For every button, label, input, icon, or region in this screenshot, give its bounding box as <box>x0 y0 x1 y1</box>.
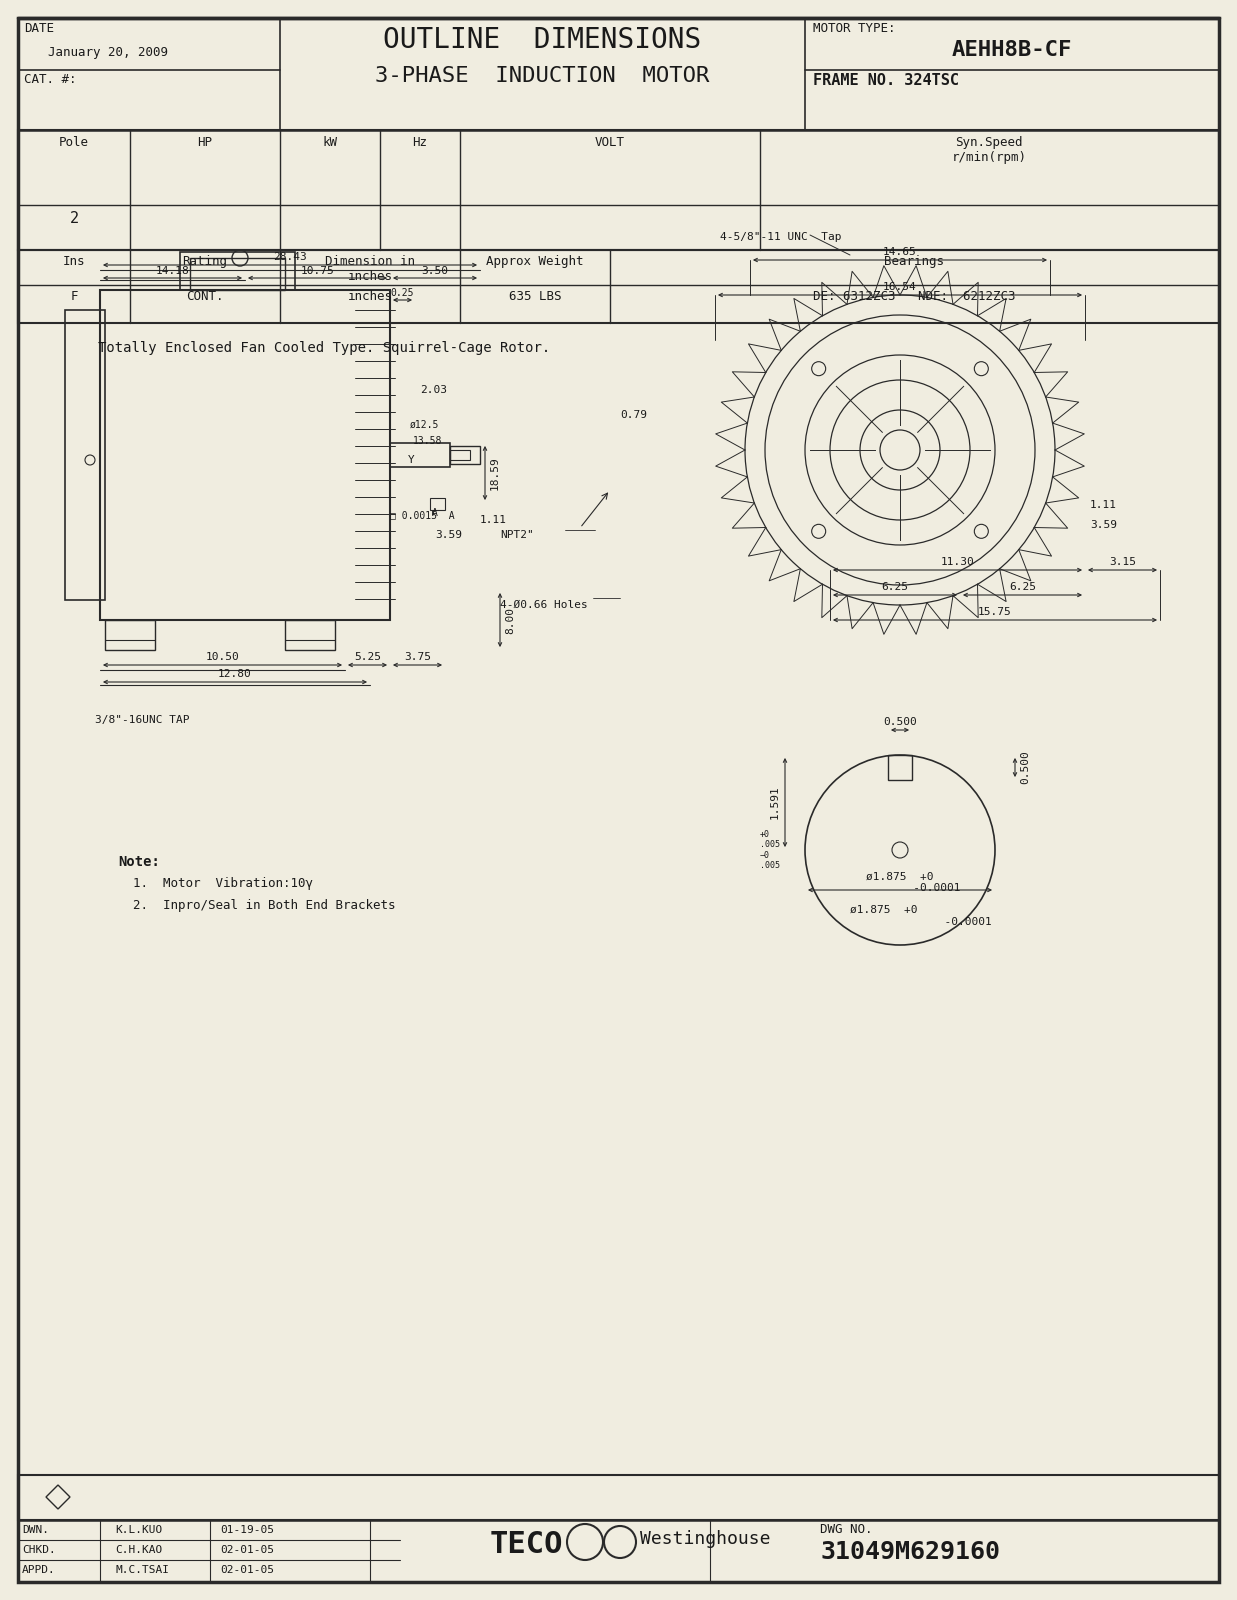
Bar <box>190 258 285 290</box>
Text: 0.500: 0.500 <box>1021 750 1030 784</box>
Text: 0.25: 0.25 <box>391 288 414 298</box>
Text: Y: Y <box>408 454 414 466</box>
Text: 4-5/8"-11 UNC  Tap: 4-5/8"-11 UNC Tap <box>720 232 841 242</box>
Text: A: A <box>432 509 438 518</box>
Text: Dimension in
inches: Dimension in inches <box>325 254 414 283</box>
Text: January 20, 2009: January 20, 2009 <box>48 46 168 59</box>
Text: VOLT: VOLT <box>595 136 625 149</box>
Text: □ 0.0015  A: □ 0.0015 A <box>390 510 455 520</box>
Text: 3.75: 3.75 <box>404 653 430 662</box>
Text: 3-PHASE  INDUCTION  MOTOR: 3-PHASE INDUCTION MOTOR <box>375 66 709 86</box>
Text: Rating: Rating <box>183 254 228 267</box>
Bar <box>181 251 294 290</box>
Text: MOTOR TYPE:: MOTOR TYPE: <box>813 22 896 35</box>
Text: 8.00: 8.00 <box>505 606 515 634</box>
Text: NPT2": NPT2" <box>500 530 533 541</box>
Text: K.L.KUO: K.L.KUO <box>115 1525 162 1534</box>
Text: Bearings: Bearings <box>884 254 944 267</box>
Text: 0.79: 0.79 <box>620 410 647 419</box>
Text: 1.591: 1.591 <box>769 786 781 819</box>
Text: Note:: Note: <box>118 854 160 869</box>
Text: 3.50: 3.50 <box>422 266 449 275</box>
Text: ø1.875  +0
              -0.0001: ø1.875 +0 -0.0001 <box>850 906 992 926</box>
Text: 13.58: 13.58 <box>413 435 443 446</box>
Text: C.H.KAO: C.H.KAO <box>115 1546 162 1555</box>
Text: 12.80: 12.80 <box>218 669 252 678</box>
Text: DATE: DATE <box>24 22 54 35</box>
Text: 10.75: 10.75 <box>301 266 334 275</box>
Text: 3.15: 3.15 <box>1110 557 1136 566</box>
Bar <box>105 619 155 650</box>
Text: inches: inches <box>348 290 392 302</box>
Bar <box>390 443 450 467</box>
Text: DE: 6312ZC3   NDE:  6212ZC3: DE: 6312ZC3 NDE: 6212ZC3 <box>813 290 1016 302</box>
Text: 16.54: 16.54 <box>883 282 917 291</box>
Text: 3/8"-16UNC TAP: 3/8"-16UNC TAP <box>95 715 189 725</box>
Text: 0.500: 0.500 <box>883 717 917 726</box>
Text: kW: kW <box>323 136 338 149</box>
Text: 1.11: 1.11 <box>1090 499 1117 510</box>
Text: 4-Ø0.66 Holes: 4-Ø0.66 Holes <box>500 600 588 610</box>
Text: F: F <box>71 290 78 302</box>
Bar <box>450 450 470 461</box>
Text: TECO: TECO <box>490 1530 564 1558</box>
Text: Ins: Ins <box>63 254 85 267</box>
Text: ø12.5: ø12.5 <box>409 419 439 430</box>
Bar <box>19 130 1218 250</box>
Text: AEHH8B-CF: AEHH8B-CF <box>951 40 1072 59</box>
Bar <box>19 1475 1218 1520</box>
Text: 28.43: 28.43 <box>273 251 307 262</box>
Text: CAT. #:: CAT. #: <box>24 74 77 86</box>
Text: 15.75: 15.75 <box>978 606 1012 618</box>
Text: Pole: Pole <box>59 136 89 149</box>
Text: 02-01-05: 02-01-05 <box>220 1565 275 1574</box>
Bar <box>888 755 912 781</box>
Bar <box>430 498 445 510</box>
Bar <box>19 1520 1218 1582</box>
Text: 10.50: 10.50 <box>205 653 240 662</box>
Text: 11.30: 11.30 <box>940 557 975 566</box>
Text: 2.  Inpro/Seal in Both End Brackets: 2. Inpro/Seal in Both End Brackets <box>134 899 396 912</box>
Text: ø1.875  +0
           -0.0001: ø1.875 +0 -0.0001 <box>839 870 961 893</box>
Text: CONT.: CONT. <box>187 290 224 302</box>
Text: HP: HP <box>198 136 213 149</box>
Bar <box>285 619 335 650</box>
Text: 14.18: 14.18 <box>156 266 189 275</box>
Text: 5.25: 5.25 <box>354 653 381 662</box>
Text: Totally Enclosed Fan Cooled Type. Squirrel-Cage Rotor.: Totally Enclosed Fan Cooled Type. Squirr… <box>98 341 550 355</box>
Text: 01-19-05: 01-19-05 <box>220 1525 275 1534</box>
Text: 02-01-05: 02-01-05 <box>220 1546 275 1555</box>
Text: DWG NO.: DWG NO. <box>820 1523 872 1536</box>
Bar <box>100 290 390 619</box>
Text: M.C.TSAI: M.C.TSAI <box>115 1565 169 1574</box>
Text: Westinghouse: Westinghouse <box>640 1530 771 1549</box>
Bar <box>19 250 1218 323</box>
Text: 18.59: 18.59 <box>490 456 500 490</box>
Text: 6.25: 6.25 <box>1009 582 1037 592</box>
Text: 31049M629160: 31049M629160 <box>820 1539 999 1565</box>
Text: 3.59: 3.59 <box>435 530 461 541</box>
Bar <box>450 446 480 464</box>
Text: CHKD.: CHKD. <box>22 1546 56 1555</box>
Text: 635 LBS: 635 LBS <box>508 290 562 302</box>
Text: APPD.: APPD. <box>22 1565 56 1574</box>
Text: +0
.005
−0
.005: +0 .005 −0 .005 <box>760 830 781 870</box>
Text: Syn.Speed
r/min(rpm): Syn.Speed r/min(rpm) <box>951 136 1027 165</box>
Text: FRAME NO. 324TSC: FRAME NO. 324TSC <box>813 74 959 88</box>
Text: 2: 2 <box>69 211 79 226</box>
Text: Hz: Hz <box>412 136 428 149</box>
Text: 6.25: 6.25 <box>882 582 908 592</box>
Text: 3.59: 3.59 <box>1090 520 1117 530</box>
Text: 1.  Motor  Vibration:10γ: 1. Motor Vibration:10γ <box>134 877 313 890</box>
Text: Approx Weight: Approx Weight <box>486 254 584 267</box>
Text: 2.03: 2.03 <box>421 386 447 395</box>
Text: OUTLINE  DIMENSIONS: OUTLINE DIMENSIONS <box>383 26 701 54</box>
Bar <box>66 310 105 600</box>
Text: 14.65: 14.65 <box>883 246 917 258</box>
Text: 1.11: 1.11 <box>480 515 507 525</box>
Text: DWN.: DWN. <box>22 1525 49 1534</box>
